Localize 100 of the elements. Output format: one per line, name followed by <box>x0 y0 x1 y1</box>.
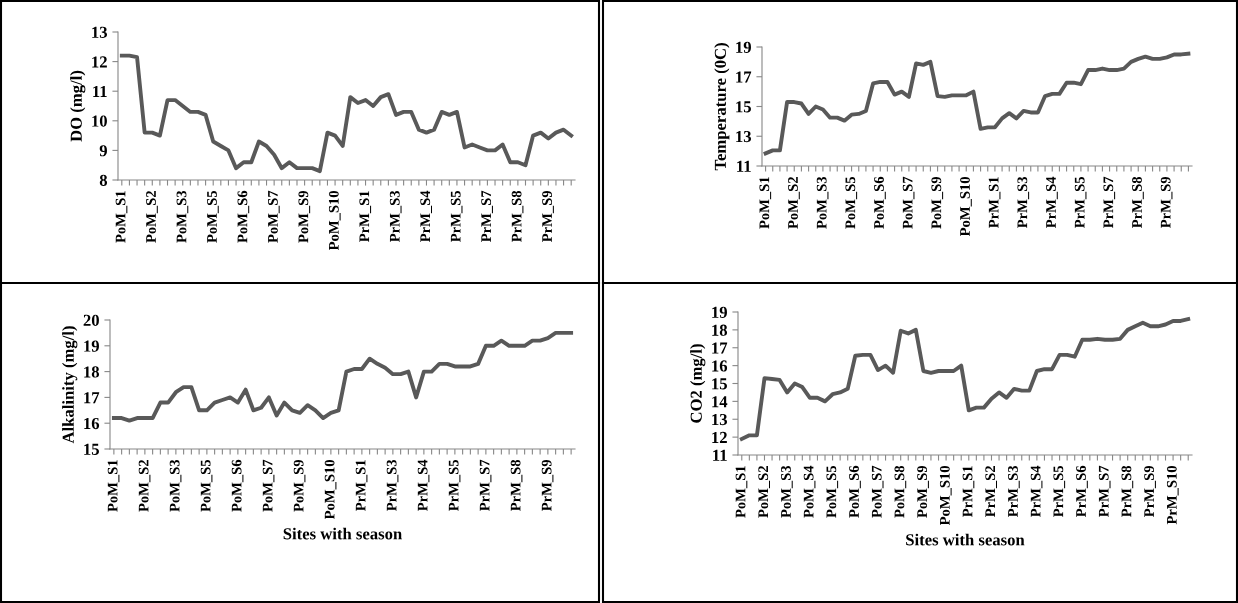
x-tick-label: PoM_S4 <box>803 465 816 518</box>
x-tick-label: PoM_S9 <box>298 190 311 243</box>
x-tick-label: PrM_S8 <box>1132 176 1144 229</box>
x-tick-label: PoM_S3 <box>816 176 829 229</box>
x-tick-label: PoM_S9 <box>917 465 929 518</box>
line-series <box>763 51 1191 156</box>
x-axis-title: Sites with season <box>283 527 402 540</box>
x-tick-label: PrM_S3 <box>386 459 399 512</box>
x-tick-label: PoM_S10 <box>939 465 952 526</box>
y-tick-label: 16 <box>84 417 100 430</box>
x-tick-label: PrM_S6 <box>1076 465 1088 518</box>
x-tick-label: PrM_S7 <box>479 459 492 512</box>
x-tick-label: PrM_S3 <box>1017 176 1030 229</box>
y-tick-label: 11 <box>737 160 751 172</box>
x-tick-label: PrM_S9 <box>1144 465 1156 518</box>
x-tick-label: PoM_S10 <box>324 459 337 520</box>
y-tick-label: 18 <box>712 324 728 336</box>
y-tick-label: 16 <box>712 360 728 372</box>
y-axis-title: Alkalinity (mg/l) <box>62 326 78 444</box>
x-tick-label: PrM_S4 <box>420 190 433 243</box>
x-tick-label: PoM_S3 <box>781 465 793 518</box>
x-tick-label: PoM_S6 <box>849 465 861 518</box>
x-tick-label: PoM_S2 <box>138 460 151 512</box>
y-tick-label: 13 <box>92 26 108 38</box>
x-tick-label: PrM_S5 <box>1074 176 1087 229</box>
y-tick-label: 9 <box>99 145 107 157</box>
x-axis-title: Sites with season <box>906 533 1025 546</box>
line-series <box>739 317 1191 441</box>
x-tick-label: PrM_S10 <box>1166 465 1179 525</box>
y-tick-label: 15 <box>712 378 727 390</box>
x-tick-label: PrM_S7 <box>481 190 493 243</box>
x-tick-label: PrM_S8 <box>511 190 524 243</box>
y-tick-label: 17 <box>736 71 752 83</box>
x-tick-label: PrM_S7 <box>1098 465 1111 518</box>
y-tick-label: 10 <box>92 115 107 127</box>
x-tick-label: PoM_S5 <box>207 190 219 243</box>
y-tick-label: 15 <box>736 101 751 113</box>
y-tick-label: 13 <box>736 131 752 143</box>
line-series <box>111 330 574 423</box>
x-tick-label: PoM_S5 <box>845 176 858 229</box>
x-tick-label: PoM_S6 <box>231 459 244 512</box>
y-axis-title: DO (mg/l) <box>70 70 86 142</box>
x-tick-label: PoM_S5 <box>826 465 839 518</box>
x-tick-label: PrM_S5 <box>450 190 463 243</box>
x-tick-label: PrM_S8 <box>1121 465 1134 518</box>
x-tick-label: PrM_S5 <box>1053 465 1066 518</box>
x-tick-label: PrM_S9 <box>541 459 554 512</box>
x-tick-label: PoM_S9 <box>293 459 306 512</box>
x-tick-label: PoM_S2 <box>788 177 800 229</box>
x-tick-label: PrM_S1 <box>355 460 368 512</box>
x-tick-label: PoM_S2 <box>758 466 771 518</box>
x-tick-label: PoM_S7 <box>262 459 275 512</box>
x-tick-label: PoM_S1 <box>759 177 772 229</box>
x-tick-label: PrM_S2 <box>985 466 998 518</box>
y-tick-label: 19 <box>84 340 99 352</box>
y-tick-label: 13 <box>712 414 728 426</box>
y-tick-label: 8 <box>99 174 108 186</box>
line-series <box>119 53 574 174</box>
x-tick-label: PoM_S1 <box>107 460 120 512</box>
x-tick-label: PoM_S2 <box>146 191 158 243</box>
x-tick-label: PrM_S4 <box>1030 465 1043 518</box>
x-tick-label: PoM_S3 <box>176 190 189 243</box>
x-tick-label: PrM_S3 <box>389 190 402 243</box>
x-tick-label: PoM_S6 <box>237 190 250 243</box>
y-tick-label: 18 <box>84 366 100 378</box>
x-tick-label: PoM_S3 <box>169 459 182 512</box>
y-axis-title: CO2 (mg/l) <box>690 344 706 423</box>
x-tick-label: PoM_S10 <box>960 176 972 237</box>
y-axis-title: Temperature (0C) <box>714 43 730 171</box>
y-tick-label: 19 <box>712 306 727 318</box>
x-tick-label: PrM_S7 <box>1103 176 1116 229</box>
x-tick-label: PrM_S4 <box>417 459 430 512</box>
y-tick-label: 17 <box>712 342 728 354</box>
y-tick-label: 17 <box>84 392 100 404</box>
x-tick-label: PrM_S4 <box>1046 176 1058 229</box>
x-tick-label: PoM_S7 <box>871 465 884 518</box>
y-tick-label: 20 <box>83 314 99 326</box>
y-tick-label: 12 <box>712 431 727 443</box>
y-tick-label: 11 <box>713 449 727 461</box>
x-tick-label: PoM_S1 <box>735 466 748 518</box>
x-tick-label: PrM_S1 <box>988 177 1001 229</box>
x-tick-label: PrM_S9 <box>542 190 554 243</box>
x-tick-label: PoM_S1 <box>115 191 128 243</box>
x-tick-label: PrM_S8 <box>510 459 523 512</box>
y-tick-label: 11 <box>93 85 107 97</box>
x-tick-label: PoM_S8 <box>894 465 907 518</box>
x-tick-label: PrM_S1 <box>962 466 975 518</box>
x-tick-label: PoM_S7 <box>902 176 915 229</box>
x-tick-label: PrM_S3 <box>1008 465 1020 518</box>
x-tick-label: PrM_S5 <box>448 459 461 512</box>
x-tick-label: PoM_S9 <box>931 176 944 229</box>
x-tick-label: PoM_S6 <box>874 176 886 229</box>
y-tick-label: 12 <box>92 56 107 68</box>
x-tick-label: PrM_S1 <box>359 191 372 243</box>
y-tick-label: 15 <box>84 443 99 455</box>
x-tick-label: PoM_S10 <box>328 190 341 251</box>
y-tick-label: 14 <box>712 396 728 408</box>
x-tick-label: PoM_S5 <box>200 459 213 512</box>
x-tick-label: PoM_S7 <box>267 190 280 243</box>
x-tick-label: PrM_S9 <box>1160 176 1173 229</box>
